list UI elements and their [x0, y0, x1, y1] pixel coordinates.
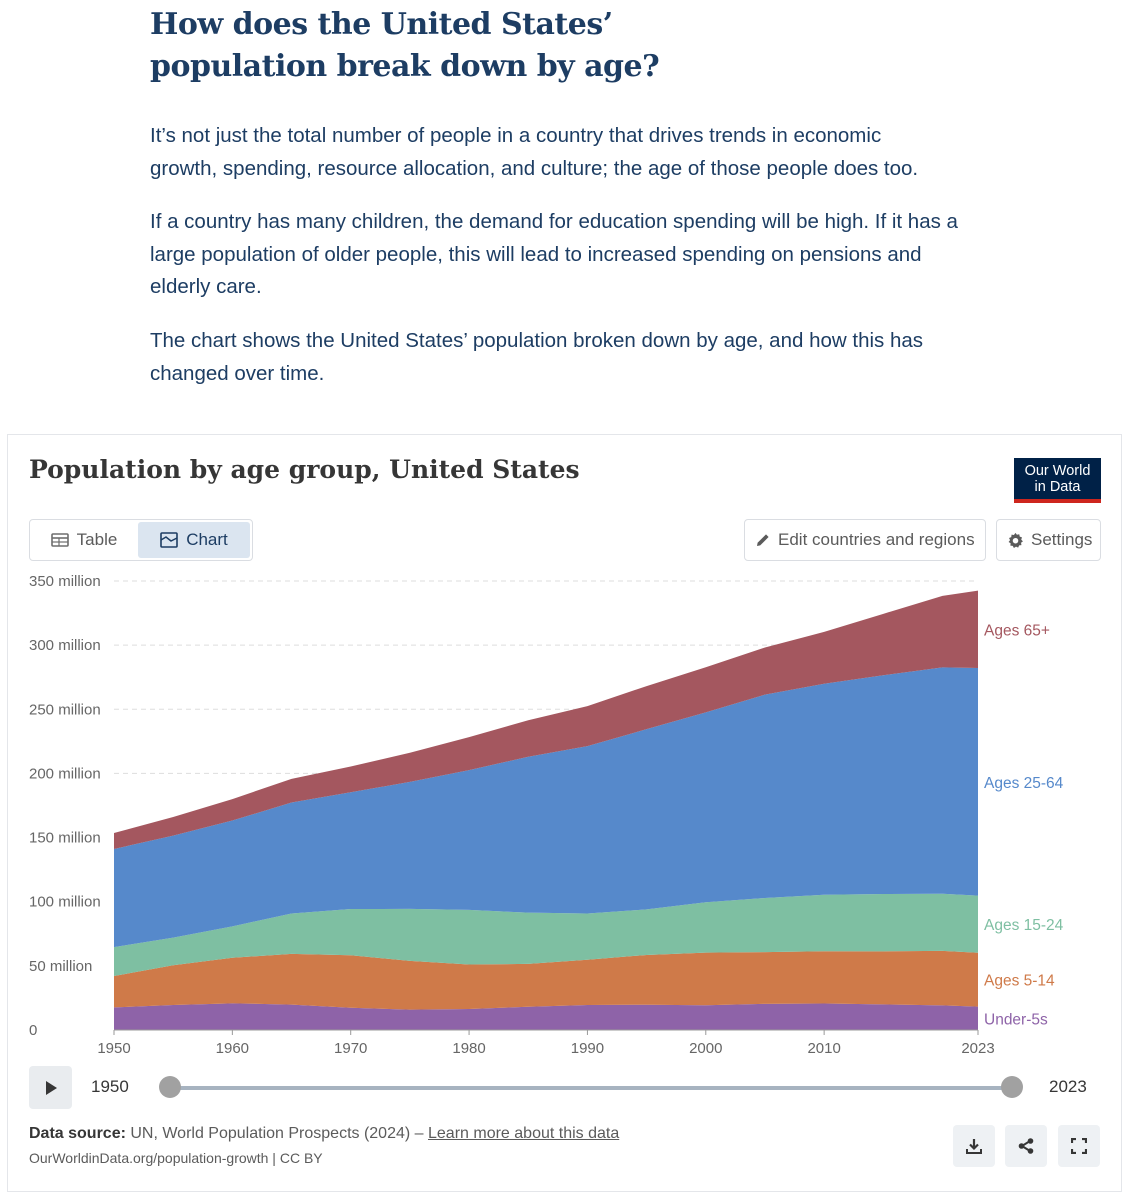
gear-icon	[1008, 532, 1023, 548]
area-series-ages-15-24	[114, 893, 978, 976]
paragraph-3-line-1: The chart shows the United States’ popul…	[150, 329, 924, 352]
x-tick-label: 1960	[216, 1040, 249, 1055]
timeline-start-handle[interactable]	[159, 1076, 181, 1098]
table-icon	[50, 533, 69, 547]
y-tick-label: 200 million	[29, 765, 101, 782]
share-icon	[1018, 1138, 1034, 1154]
series-label: Ages 65+	[984, 622, 1050, 639]
paragraph-3-line-2: changed over time.	[150, 361, 325, 385]
tab-chart-label: Chart	[186, 530, 228, 549]
x-tick-label: 1950	[97, 1040, 130, 1055]
y-tick-label: 350 million	[29, 573, 101, 590]
edit-countries-label: Edit countries and regions	[778, 530, 975, 549]
x-tick-label: 2023	[961, 1040, 994, 1055]
x-tick-label: 2010	[807, 1040, 840, 1055]
series-label: Ages 5-14	[984, 973, 1055, 990]
area-series-ages-5-14	[114, 950, 978, 1010]
y-tick-label: 150 million	[29, 830, 101, 847]
source-text: UN, World Population Prospects (2024) –	[125, 1125, 428, 1142]
timeline-end-label: 2023	[1049, 1077, 1087, 1096]
y-tick-label: 50 million	[29, 958, 92, 975]
article-heading: How does the United States’ population b…	[150, 4, 980, 88]
source-url[interactable]: OurWorldinData.org/population-growth | C…	[29, 1150, 323, 1166]
paragraph-3: The chart shows the United States’ popul…	[150, 325, 980, 390]
chart-card: Population by age group, United States O…	[7, 434, 1122, 1192]
heading-line-1: How does the United States’	[150, 7, 613, 42]
share-button[interactable]	[1005, 1125, 1047, 1167]
data-source: Data source: UN, World Population Prospe…	[29, 1125, 619, 1143]
source-label: Data source:	[29, 1125, 126, 1142]
timeline-end-handle[interactable]	[1001, 1076, 1023, 1098]
x-tick-label: 1970	[334, 1040, 367, 1055]
download-button[interactable]	[953, 1125, 995, 1167]
settings-button[interactable]: Settings	[996, 519, 1101, 561]
tab-table-label: Table	[76, 530, 118, 549]
paragraph-1-line-2: growth, spending, resource allocation, a…	[150, 156, 919, 180]
y-tick-label: 250 million	[29, 701, 101, 718]
area-series-ages-25-64	[114, 667, 978, 948]
x-tick-label: 1990	[571, 1040, 604, 1055]
x-tick-label: 2000	[689, 1040, 722, 1055]
owid-logo[interactable]: Our World in Data	[1014, 458, 1101, 503]
edit-countries-button[interactable]: Edit countries and regions	[744, 519, 986, 561]
download-icon	[966, 1139, 982, 1154]
logo-line-2: in Data	[1034, 479, 1081, 495]
article: How does the United States’ population b…	[150, 0, 980, 385]
paragraph-2-line-2: large population of older people, this w…	[150, 242, 922, 266]
y-tick-label: 300 million	[29, 637, 101, 654]
pencil-icon	[757, 534, 769, 546]
logo-line-1: Our World	[1024, 463, 1091, 479]
paragraph-1: It’s not just the total number of people…	[150, 120, 980, 185]
area-series-ages-65-	[114, 590, 978, 849]
x-tick-label: 1980	[452, 1040, 485, 1055]
chart-title: Population by age group, United States	[29, 455, 580, 484]
y-tick-label: 0	[29, 1022, 37, 1039]
series-label: Ages 25-64	[984, 775, 1064, 792]
learn-more-link[interactable]: Learn more about this data	[428, 1125, 620, 1142]
view-tabs: Table Chart	[29, 519, 253, 561]
chart-plot: 0 50 million 100 million 150 million 200 mil…	[29, 573, 1064, 1055]
tab-chart[interactable]: Chart	[138, 522, 250, 558]
heading-line-2: population break down by age?	[150, 49, 660, 84]
play-icon	[45, 1080, 57, 1095]
y-tick-label: 100 million	[29, 894, 101, 911]
play-button[interactable]	[29, 1066, 72, 1109]
fullscreen-icon	[1071, 1138, 1087, 1154]
timeline-start-label: 1950	[91, 1077, 129, 1096]
paragraph-2-line-3: elderly care.	[150, 275, 262, 298]
series-label: Ages 15-24	[984, 917, 1064, 934]
series-label: Under-5s	[984, 1011, 1048, 1028]
paragraph-2-line-1: If a country has many children, the dema…	[150, 210, 958, 233]
paragraph-1-line-1: It’s not just the total number of people…	[150, 124, 882, 147]
area-series-under-5s	[114, 1003, 978, 1030]
chart-icon	[160, 532, 179, 548]
tab-table[interactable]: Table	[32, 522, 136, 558]
timeline-track[interactable]	[169, 1086, 1012, 1090]
paragraph-2: If a country has many children, the dema…	[150, 206, 980, 304]
settings-label: Settings	[1031, 530, 1093, 549]
fullscreen-button[interactable]	[1058, 1125, 1100, 1167]
